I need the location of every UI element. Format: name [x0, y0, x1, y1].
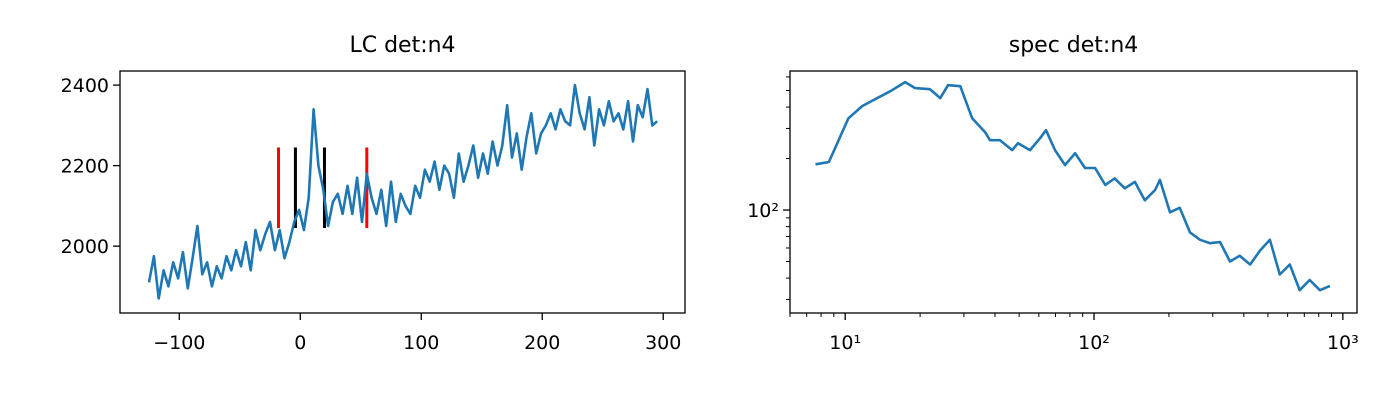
- chart-title: spec det:n4: [1009, 33, 1139, 58]
- axes-frame: [789, 70, 1358, 314]
- y-tick-label: 10²: [747, 200, 779, 222]
- x-tick-label: 100: [403, 332, 439, 354]
- y-tick-label: 2000: [61, 236, 109, 258]
- data-line: [147, 83, 659, 300]
- axes-frame: [119, 70, 686, 314]
- data-line: [815, 80, 1331, 292]
- x-tick-label: 10³: [1327, 332, 1359, 354]
- x-tick-label: 300: [645, 332, 681, 354]
- x-tick-label: 200: [524, 332, 560, 354]
- x-tick-label: 0: [294, 332, 306, 354]
- y-tick-label: 2200: [61, 156, 109, 178]
- chart-title: LC det:n4: [349, 33, 455, 58]
- x-tick-label: 10²: [1078, 332, 1110, 354]
- x-tick-label: −100: [153, 332, 205, 354]
- y-tick-label: 2400: [61, 75, 109, 97]
- x-tick-label: 10¹: [829, 332, 861, 354]
